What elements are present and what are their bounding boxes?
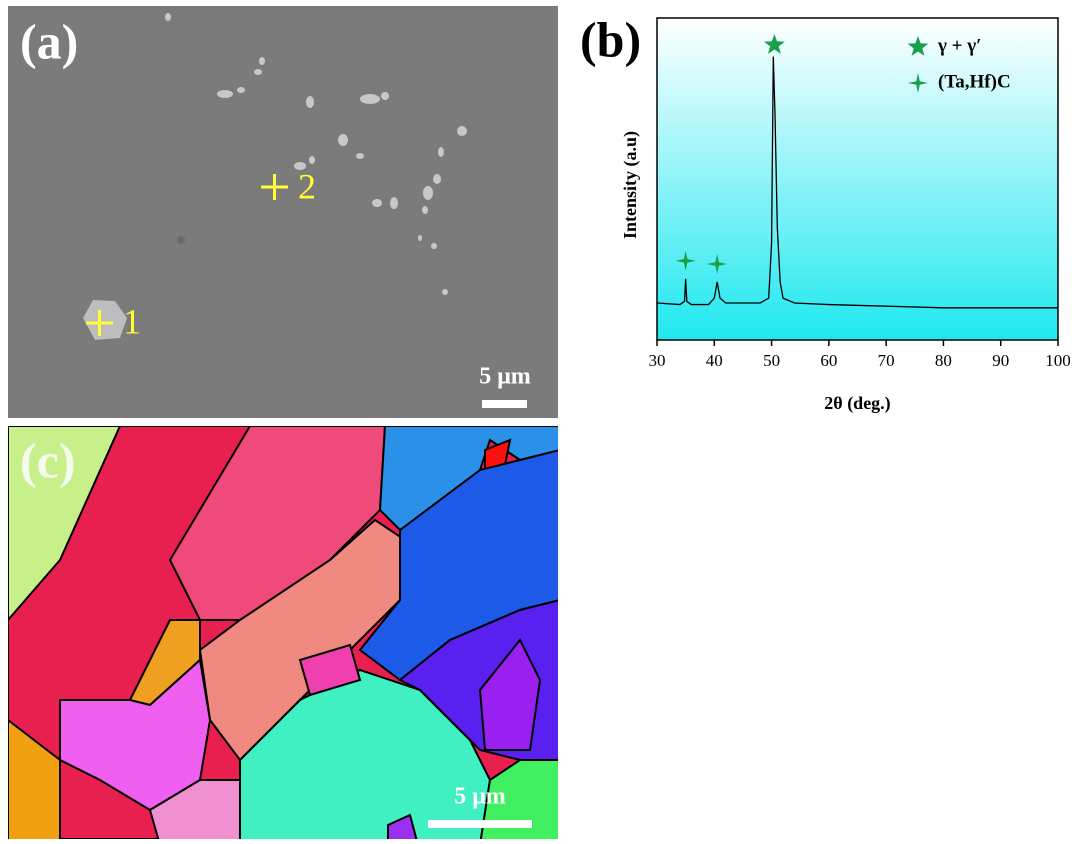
y-axis-label: Intensity (a.u) <box>620 131 641 239</box>
x-tick-label: 90 <box>992 351 1009 370</box>
legend-marker <box>907 36 929 56</box>
point-label: 1 <box>123 301 141 341</box>
legend-label: (Ta,Hf)C <box>938 71 1011 92</box>
ebsd-map <box>8 426 558 839</box>
pore <box>177 236 185 244</box>
scale-bar-label: 5 μm <box>454 784 506 810</box>
panel-label: (c) <box>20 432 76 488</box>
scale-bar <box>482 400 527 408</box>
scale-bar <box>428 820 532 828</box>
peak-marker <box>675 250 696 271</box>
panel-b: (b) 30 40 50 60 70 80 90 100 2θ (deg.) Intensity … <box>580 11 1071 414</box>
x-tick-label: 50 <box>763 351 780 370</box>
panel-label: (a) <box>20 13 78 69</box>
legend-marker <box>908 73 928 93</box>
sem-image <box>8 6 558 418</box>
point-label: 2 <box>298 166 316 206</box>
scale-bar-label: 5 μm <box>479 364 531 390</box>
plot-area <box>656 17 1059 341</box>
x-tick-label: 60 <box>820 351 837 370</box>
panel-label: (b) <box>580 11 641 67</box>
peak-marker <box>763 34 785 54</box>
x-tick-label: 80 <box>935 351 952 370</box>
x-tick-label: 70 <box>878 351 895 370</box>
x-tick-label: 30 <box>649 351 666 370</box>
point-marks <box>86 174 288 336</box>
x-tick-label: 40 <box>706 351 723 370</box>
x-axis-label: 2θ (deg.) <box>824 393 890 414</box>
xrd-curve <box>656 56 1058 309</box>
panel-a: 2 1 5 μm (a) <box>8 6 558 418</box>
legend-label: γ + γ′ <box>937 35 981 56</box>
x-tick-label: 100 <box>1045 351 1071 370</box>
particles <box>83 13 467 340</box>
peak-marker <box>707 254 728 275</box>
